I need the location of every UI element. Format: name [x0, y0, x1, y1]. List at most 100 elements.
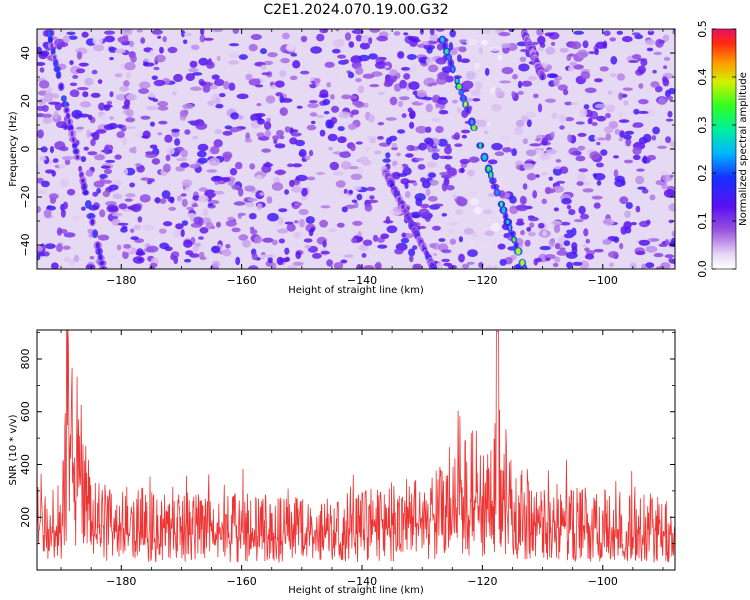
heatmap-cell: [191, 203, 199, 208]
heatmap-cell: [649, 194, 656, 201]
heatmap-cell: [159, 46, 164, 54]
heatmap-cell: [64, 159, 71, 166]
heatmap-cell: [331, 105, 340, 113]
heatmap-cell: [298, 208, 309, 216]
heatmap-cell: [389, 96, 398, 106]
x-tick-label: −180: [106, 575, 136, 588]
heatmap-cell: [322, 98, 331, 106]
heatmap-cell: [107, 140, 112, 146]
heatmap-cell: [40, 146, 48, 153]
heatmap-cell: [142, 224, 155, 232]
heatmap-cell: [104, 35, 115, 43]
heatmap-cell: [575, 121, 585, 125]
heatmap-cell: [238, 54, 248, 60]
heatmap-cell: [469, 198, 480, 206]
heatmap-cell: [393, 31, 401, 36]
heatmap-cell: [66, 31, 76, 35]
heatmap-cell: [394, 248, 404, 255]
heatmap-cell: [389, 69, 398, 77]
heatmap-cell: [98, 102, 106, 111]
heatmap-cell: [582, 40, 589, 49]
heatmap-cell: [485, 265, 494, 269]
heatmap-cell: [438, 97, 447, 101]
heatmap-cell: [499, 80, 512, 84]
heatmap-cell: [412, 63, 417, 72]
track-core: [93, 231, 97, 237]
heatmap-panel: −180 −160 −140 −120 −100 −40 −20 0 20 40 Height …: [8, 28, 676, 296]
track-core: [482, 154, 487, 161]
colorbar-tick-label: 0.2: [696, 164, 709, 182]
heatmap-cell: [186, 206, 195, 211]
heatmap-cell: [532, 190, 538, 199]
heatmap-cell: [184, 129, 191, 135]
heatmap-cell: [265, 254, 276, 258]
heatmap-cell: [483, 130, 489, 135]
heatmap-cell: [91, 69, 98, 75]
heatmap-cell: [37, 62, 46, 66]
heatmap-cell: [191, 44, 200, 50]
heatmap-cell: [58, 41, 69, 48]
heatmap-cell: [280, 257, 290, 263]
heatmap-cell: [391, 142, 397, 148]
heatmap-cell: [76, 68, 86, 74]
heatmap-cell: [264, 129, 272, 138]
heatmap-cell: [421, 180, 431, 189]
heatmap-cell: [603, 30, 611, 36]
track-core: [95, 242, 100, 249]
heatmap-cell: [318, 93, 329, 99]
heatmap-cell: [130, 203, 142, 213]
heatmap-cell: [565, 251, 578, 259]
heatmap-cell: [284, 154, 295, 159]
heatmap-cell: [559, 166, 569, 174]
heatmap-cell: [199, 81, 207, 86]
heatmap-cell: [257, 118, 265, 125]
heatmap-cell: [628, 60, 639, 63]
heatmap-cell: [230, 112, 240, 120]
heatmap-cell: [372, 234, 379, 242]
heatmap-cell: [216, 55, 221, 62]
heatmap-cell: [186, 213, 197, 218]
heatmap-cell: [415, 198, 423, 207]
heatmap-cell: [260, 48, 267, 55]
heatmap-cell: [441, 258, 450, 263]
heatmap-cell: [303, 146, 309, 150]
heatmap-cell: [584, 247, 590, 252]
heatmap-cell: [664, 254, 675, 259]
heatmap-cell: [500, 135, 511, 141]
heatmap-cell: [181, 198, 188, 208]
heatmap-cell: [45, 92, 55, 98]
heatmap-cell: [362, 73, 375, 79]
heatmap-cell: [357, 85, 365, 94]
heatmap-cell: [256, 203, 263, 211]
heatmap-cell: [169, 196, 175, 204]
x-tick-label: −100: [588, 274, 618, 287]
heatmap-cell: [213, 190, 225, 195]
heatmap-cell: [231, 227, 241, 233]
track-core: [401, 204, 405, 210]
heatmap-cell: [427, 195, 438, 202]
heatmap-cell: [289, 75, 298, 81]
heatmap-cell: [184, 187, 193, 195]
heatmap-cell: [529, 143, 542, 147]
heatmap-cell: [428, 64, 439, 73]
heatmap-cell: [448, 229, 454, 234]
heatmap-cell: [278, 208, 288, 213]
heatmap-cell: [207, 203, 213, 207]
heatmap-cell: [610, 56, 618, 65]
heatmap-cell: [82, 91, 89, 98]
heatmap-cell: [614, 128, 621, 135]
heatmap-cell: [158, 211, 163, 219]
heatmap-cell: [641, 263, 647, 269]
heatmap-cell: [259, 77, 265, 82]
heatmap-cell: [525, 149, 537, 157]
heatmap-cell: [544, 98, 556, 103]
heatmap-cell: [376, 189, 387, 198]
heatmap-cell: [85, 169, 94, 177]
heatmap-cell: [270, 84, 277, 89]
heatmap-cell: [645, 39, 656, 46]
heatmap-cell: [187, 120, 199, 124]
heatmap-cell: [213, 139, 223, 148]
heatmap-cell: [417, 225, 427, 229]
heatmap-cell: [95, 129, 107, 134]
heatmap-cell: [584, 253, 595, 260]
